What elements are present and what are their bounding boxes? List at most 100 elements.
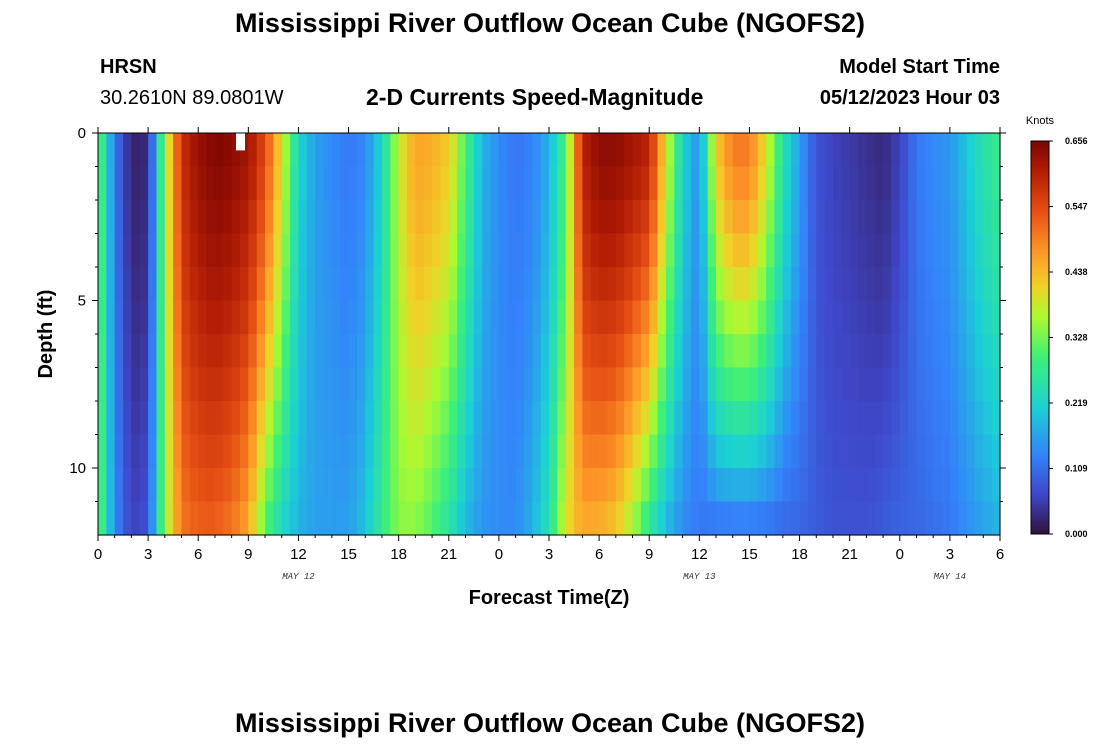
heatmap-cell bbox=[156, 434, 166, 469]
heatmap-cell bbox=[281, 468, 291, 503]
colorbar-tick-label: 0.219 bbox=[1065, 398, 1088, 408]
heatmap-cell bbox=[507, 133, 517, 168]
y-tick-label: 5 bbox=[78, 293, 86, 310]
heatmap-cell bbox=[198, 133, 208, 168]
heatmap-cell bbox=[557, 334, 567, 369]
heatmap-cell bbox=[498, 300, 508, 335]
heatmap-cell bbox=[607, 267, 617, 302]
heatmap-cell bbox=[832, 267, 842, 302]
heatmap-cell bbox=[498, 133, 508, 168]
heatmap-cell bbox=[841, 233, 851, 268]
heatmap-cell bbox=[356, 501, 366, 536]
x-tick-label: 15 bbox=[741, 546, 758, 563]
heatmap-cell bbox=[473, 133, 483, 168]
heatmap-cell bbox=[348, 334, 358, 369]
heatmap-cell bbox=[574, 501, 584, 536]
y-axis: 0 5 10 bbox=[69, 125, 1006, 502]
heatmap-cell bbox=[482, 200, 492, 235]
heatmap-cell bbox=[256, 233, 266, 268]
heatmap-cell bbox=[974, 434, 984, 469]
heatmap-cell bbox=[582, 267, 592, 302]
y-tick-label: 0 bbox=[78, 125, 86, 142]
heatmap-cell bbox=[590, 401, 600, 436]
heatmap-cell bbox=[164, 233, 174, 268]
heatmap-cell bbox=[891, 133, 901, 168]
heatmap-cell bbox=[807, 267, 817, 302]
heatmap-cell bbox=[590, 367, 600, 402]
heatmap-cell bbox=[139, 367, 149, 402]
heatmap-cell bbox=[774, 133, 784, 168]
heatmap-cell bbox=[782, 200, 792, 235]
heatmap-cell bbox=[874, 501, 884, 536]
heatmap-cell bbox=[181, 267, 191, 302]
heatmap-cell bbox=[331, 300, 341, 335]
heatmap-cell bbox=[690, 133, 700, 168]
heatmap-cell bbox=[924, 233, 934, 268]
heatmap-cell bbox=[716, 334, 725, 369]
heatmap-cell bbox=[991, 334, 1001, 369]
heatmap-cell bbox=[682, 200, 692, 235]
heatmap-cell bbox=[941, 166, 951, 201]
heatmap-cell bbox=[791, 166, 801, 201]
heatmap-cell bbox=[565, 501, 575, 536]
heatmap-cell bbox=[523, 267, 533, 302]
heatmap-cell bbox=[156, 300, 166, 335]
heatmap-cell bbox=[582, 468, 592, 503]
heatmap-cell bbox=[640, 300, 650, 335]
heatmap-cell bbox=[741, 133, 751, 168]
heatmap-cell bbox=[599, 267, 609, 302]
heatmap-cell bbox=[949, 434, 959, 469]
heatmap-cell bbox=[390, 233, 400, 268]
heatmap-cell bbox=[949, 401, 959, 436]
heatmap-cell bbox=[883, 334, 893, 369]
heatmap-cell bbox=[407, 401, 416, 436]
heatmap-cell bbox=[649, 166, 659, 201]
heatmap-cell bbox=[173, 334, 183, 369]
heatmap-cell bbox=[791, 501, 801, 536]
heatmap-cell bbox=[465, 401, 475, 436]
heatmap-cell bbox=[407, 501, 416, 536]
heatmap-cell bbox=[423, 468, 433, 503]
heatmap-cell bbox=[340, 233, 350, 268]
heatmap-cell bbox=[983, 501, 993, 536]
heatmap-cell bbox=[290, 166, 300, 201]
heatmap-cell bbox=[465, 434, 475, 469]
heatmap-cell bbox=[532, 434, 542, 469]
heatmap-cell bbox=[248, 233, 258, 268]
heatmap-cell bbox=[440, 367, 450, 402]
heatmap-cell bbox=[198, 166, 208, 201]
heatmap-cell bbox=[582, 334, 592, 369]
heatmap-cell bbox=[348, 468, 358, 503]
heatmap-cell bbox=[348, 434, 358, 469]
heatmap-cell bbox=[465, 233, 475, 268]
heatmap-cell bbox=[649, 133, 659, 168]
heatmap-cell bbox=[348, 133, 358, 168]
heatmap-cell bbox=[407, 468, 416, 503]
heatmap-cell bbox=[189, 200, 199, 235]
heatmap-cell bbox=[941, 401, 951, 436]
heatmap-cell bbox=[649, 233, 659, 268]
heatmap-cell bbox=[574, 334, 584, 369]
heatmap-cell bbox=[699, 300, 709, 335]
heatmap-cell bbox=[423, 367, 433, 402]
heatmap-cell bbox=[273, 401, 283, 436]
heatmap-cell bbox=[582, 501, 592, 536]
heatmap-cell bbox=[139, 434, 149, 469]
heatmap-cell bbox=[849, 200, 859, 235]
heatmap-cell bbox=[690, 468, 700, 503]
heatmap-cell bbox=[156, 468, 166, 503]
heatmap-cell bbox=[757, 334, 767, 369]
heatmap-cell bbox=[716, 166, 725, 201]
heatmap-cell bbox=[624, 133, 634, 168]
heatmap-cell bbox=[607, 300, 617, 335]
heatmap-cell bbox=[949, 267, 959, 302]
heatmap-cell bbox=[574, 401, 584, 436]
heatmap-cell bbox=[281, 267, 291, 302]
heatmap-cell bbox=[549, 468, 558, 503]
heatmap-cell bbox=[381, 367, 391, 402]
heatmap-cell bbox=[607, 233, 617, 268]
heatmap-cell bbox=[398, 468, 408, 503]
heatmap-cell bbox=[415, 133, 425, 168]
heatmap-cell bbox=[732, 501, 742, 536]
heatmap-cell bbox=[841, 133, 851, 168]
